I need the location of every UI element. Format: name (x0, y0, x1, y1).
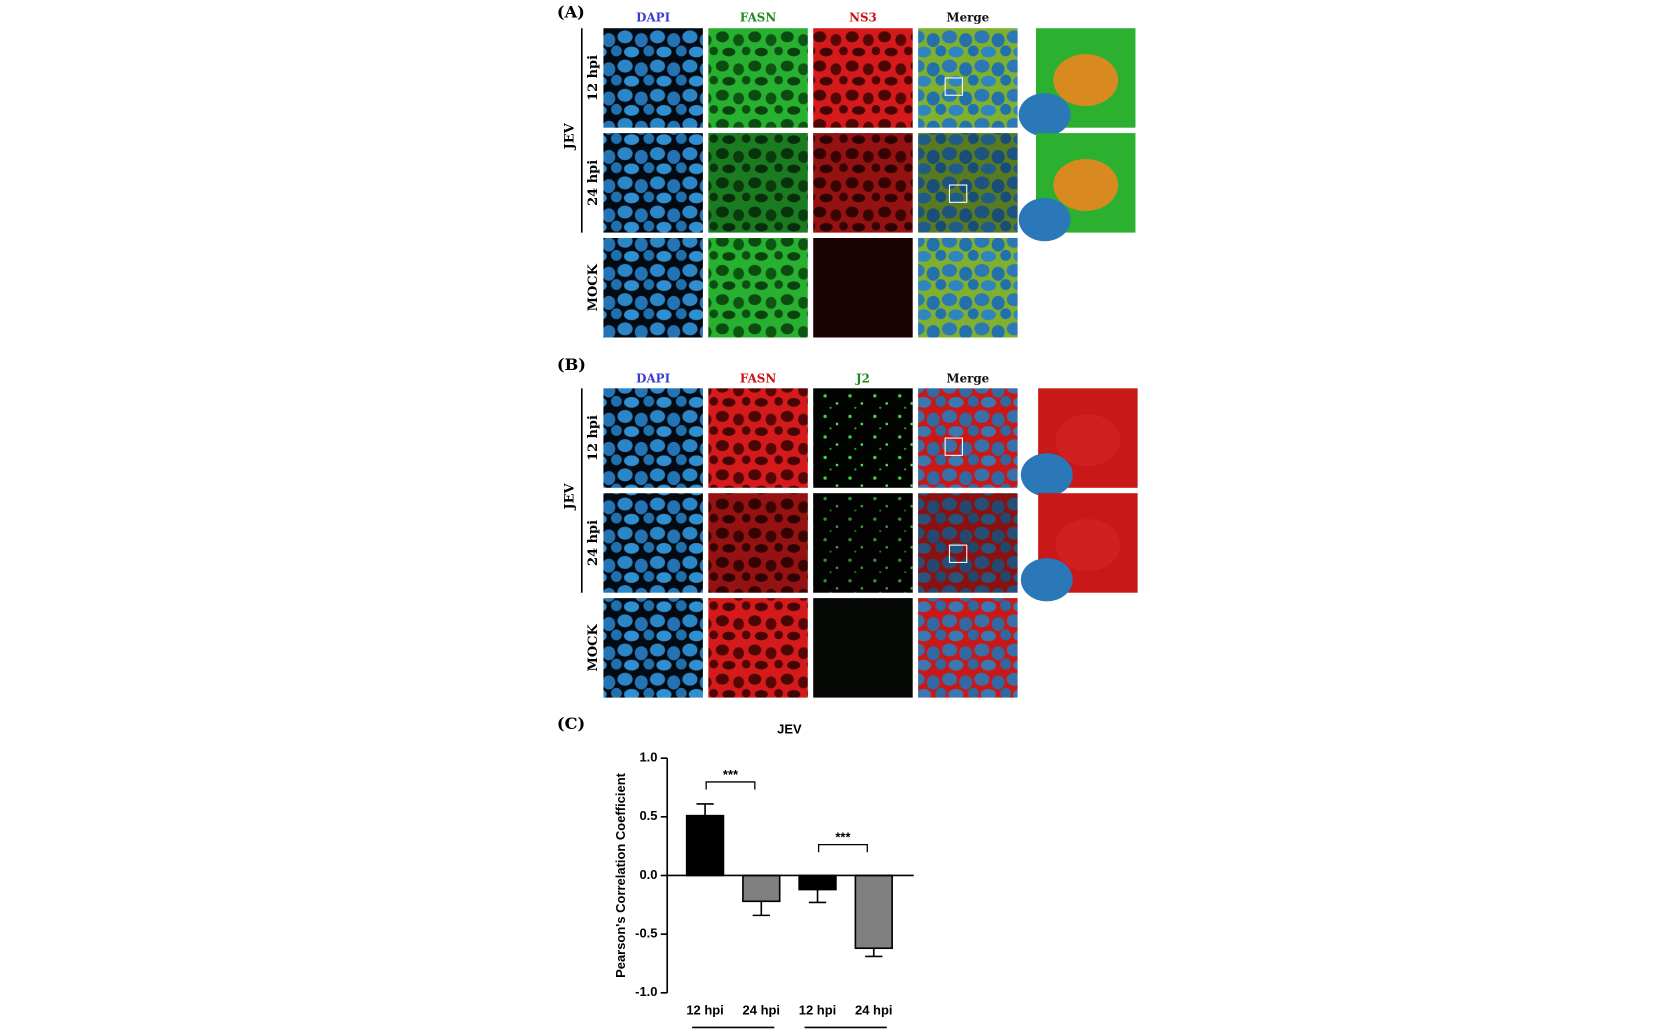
y-tick-label: -1.0 (635, 984, 657, 999)
panel-label: (B) (557, 355, 586, 374)
micrograph (813, 133, 913, 233)
panel-label: (A) (557, 3, 585, 22)
zoom-cell (1053, 159, 1119, 211)
micrograph (603, 598, 703, 698)
y-tick-label: 1.0 (639, 750, 657, 765)
roi-box (948, 544, 968, 563)
roi-box (944, 437, 963, 456)
column-label: DAPI (636, 10, 670, 24)
chart-title: JEV (777, 721, 802, 736)
column-label: NS3 (849, 10, 877, 24)
column-label: Merge (946, 372, 989, 386)
x-tick-label: 12 hpi (686, 1003, 723, 1018)
column-label: FASN (740, 372, 777, 386)
dim-overlay (813, 493, 913, 593)
bar (798, 874, 837, 891)
micrograph (708, 238, 808, 338)
significance-bracket (817, 844, 868, 853)
zoom-nucleus (1018, 197, 1071, 242)
micrograph (603, 133, 703, 233)
y-tick-label: -0.5 (635, 926, 657, 941)
roi-box (944, 77, 963, 96)
column-label: J2 (855, 372, 870, 386)
dim-overlay (708, 133, 808, 233)
dim-overlay (708, 493, 808, 593)
y-axis-label: Pearson's Correlation Coefficient (613, 772, 628, 978)
micrograph (813, 493, 913, 593)
micrograph (603, 388, 703, 488)
micrograph (813, 388, 913, 488)
micrograph (918, 388, 1018, 488)
zoom-cell (1053, 54, 1119, 107)
roi-box (948, 184, 968, 203)
bar (854, 874, 893, 950)
micrograph (603, 238, 703, 338)
micrograph (708, 28, 808, 128)
zoom-nucleus (1020, 453, 1073, 497)
zoom-nucleus (1018, 93, 1071, 137)
micrograph (918, 28, 1018, 128)
micrograph (918, 598, 1018, 698)
column-label: DAPI (636, 372, 670, 386)
bar (685, 814, 725, 877)
micrograph (603, 493, 703, 593)
micrograph (918, 133, 1018, 233)
zoom-cell (1055, 519, 1121, 572)
row-label: 24 hpi (586, 520, 601, 566)
zoom-cell (1055, 414, 1121, 467)
column-label: Merge (946, 10, 989, 24)
group-label: JEV (562, 122, 577, 150)
panel-label: (C) (557, 714, 585, 733)
micrograph (918, 493, 1018, 593)
zoom-nucleus (1020, 558, 1073, 602)
group-label: JEV (562, 482, 577, 510)
micrographs (603, 28, 1138, 698)
row-label: MOCK (586, 623, 601, 671)
dim-overlay (918, 493, 1018, 593)
x-tick-label: 24 hpi (743, 1003, 780, 1018)
x-tick-label: 12 hpi (799, 1003, 836, 1018)
bar (742, 874, 781, 903)
dim-overlay (918, 133, 1018, 233)
micrograph (708, 598, 808, 698)
y-tick-label: 0.0 (639, 867, 657, 882)
column-label: FASN (740, 10, 777, 24)
group-label: J2 (838, 1032, 852, 1034)
micrograph (708, 133, 808, 233)
micrograph (813, 598, 913, 698)
micrograph (918, 238, 1018, 338)
row-label: 12 hpi (586, 415, 601, 461)
significance-label: *** (835, 830, 851, 845)
significance-label: *** (723, 767, 739, 782)
row-label: 12 hpi (586, 55, 601, 101)
micrograph (813, 238, 913, 338)
x-tick-label: 24 hpi (855, 1003, 892, 1018)
group-label: NS3 (721, 1032, 746, 1034)
row-label: 24 hpi (586, 160, 601, 206)
micrograph (813, 28, 913, 128)
y-tick-label: 0.5 (639, 808, 657, 823)
micrograph (603, 28, 703, 128)
micrograph (708, 493, 808, 593)
micrograph (708, 388, 808, 488)
row-label: MOCK (586, 263, 601, 311)
significance-bracket (705, 781, 756, 790)
dim-overlay (813, 133, 913, 233)
